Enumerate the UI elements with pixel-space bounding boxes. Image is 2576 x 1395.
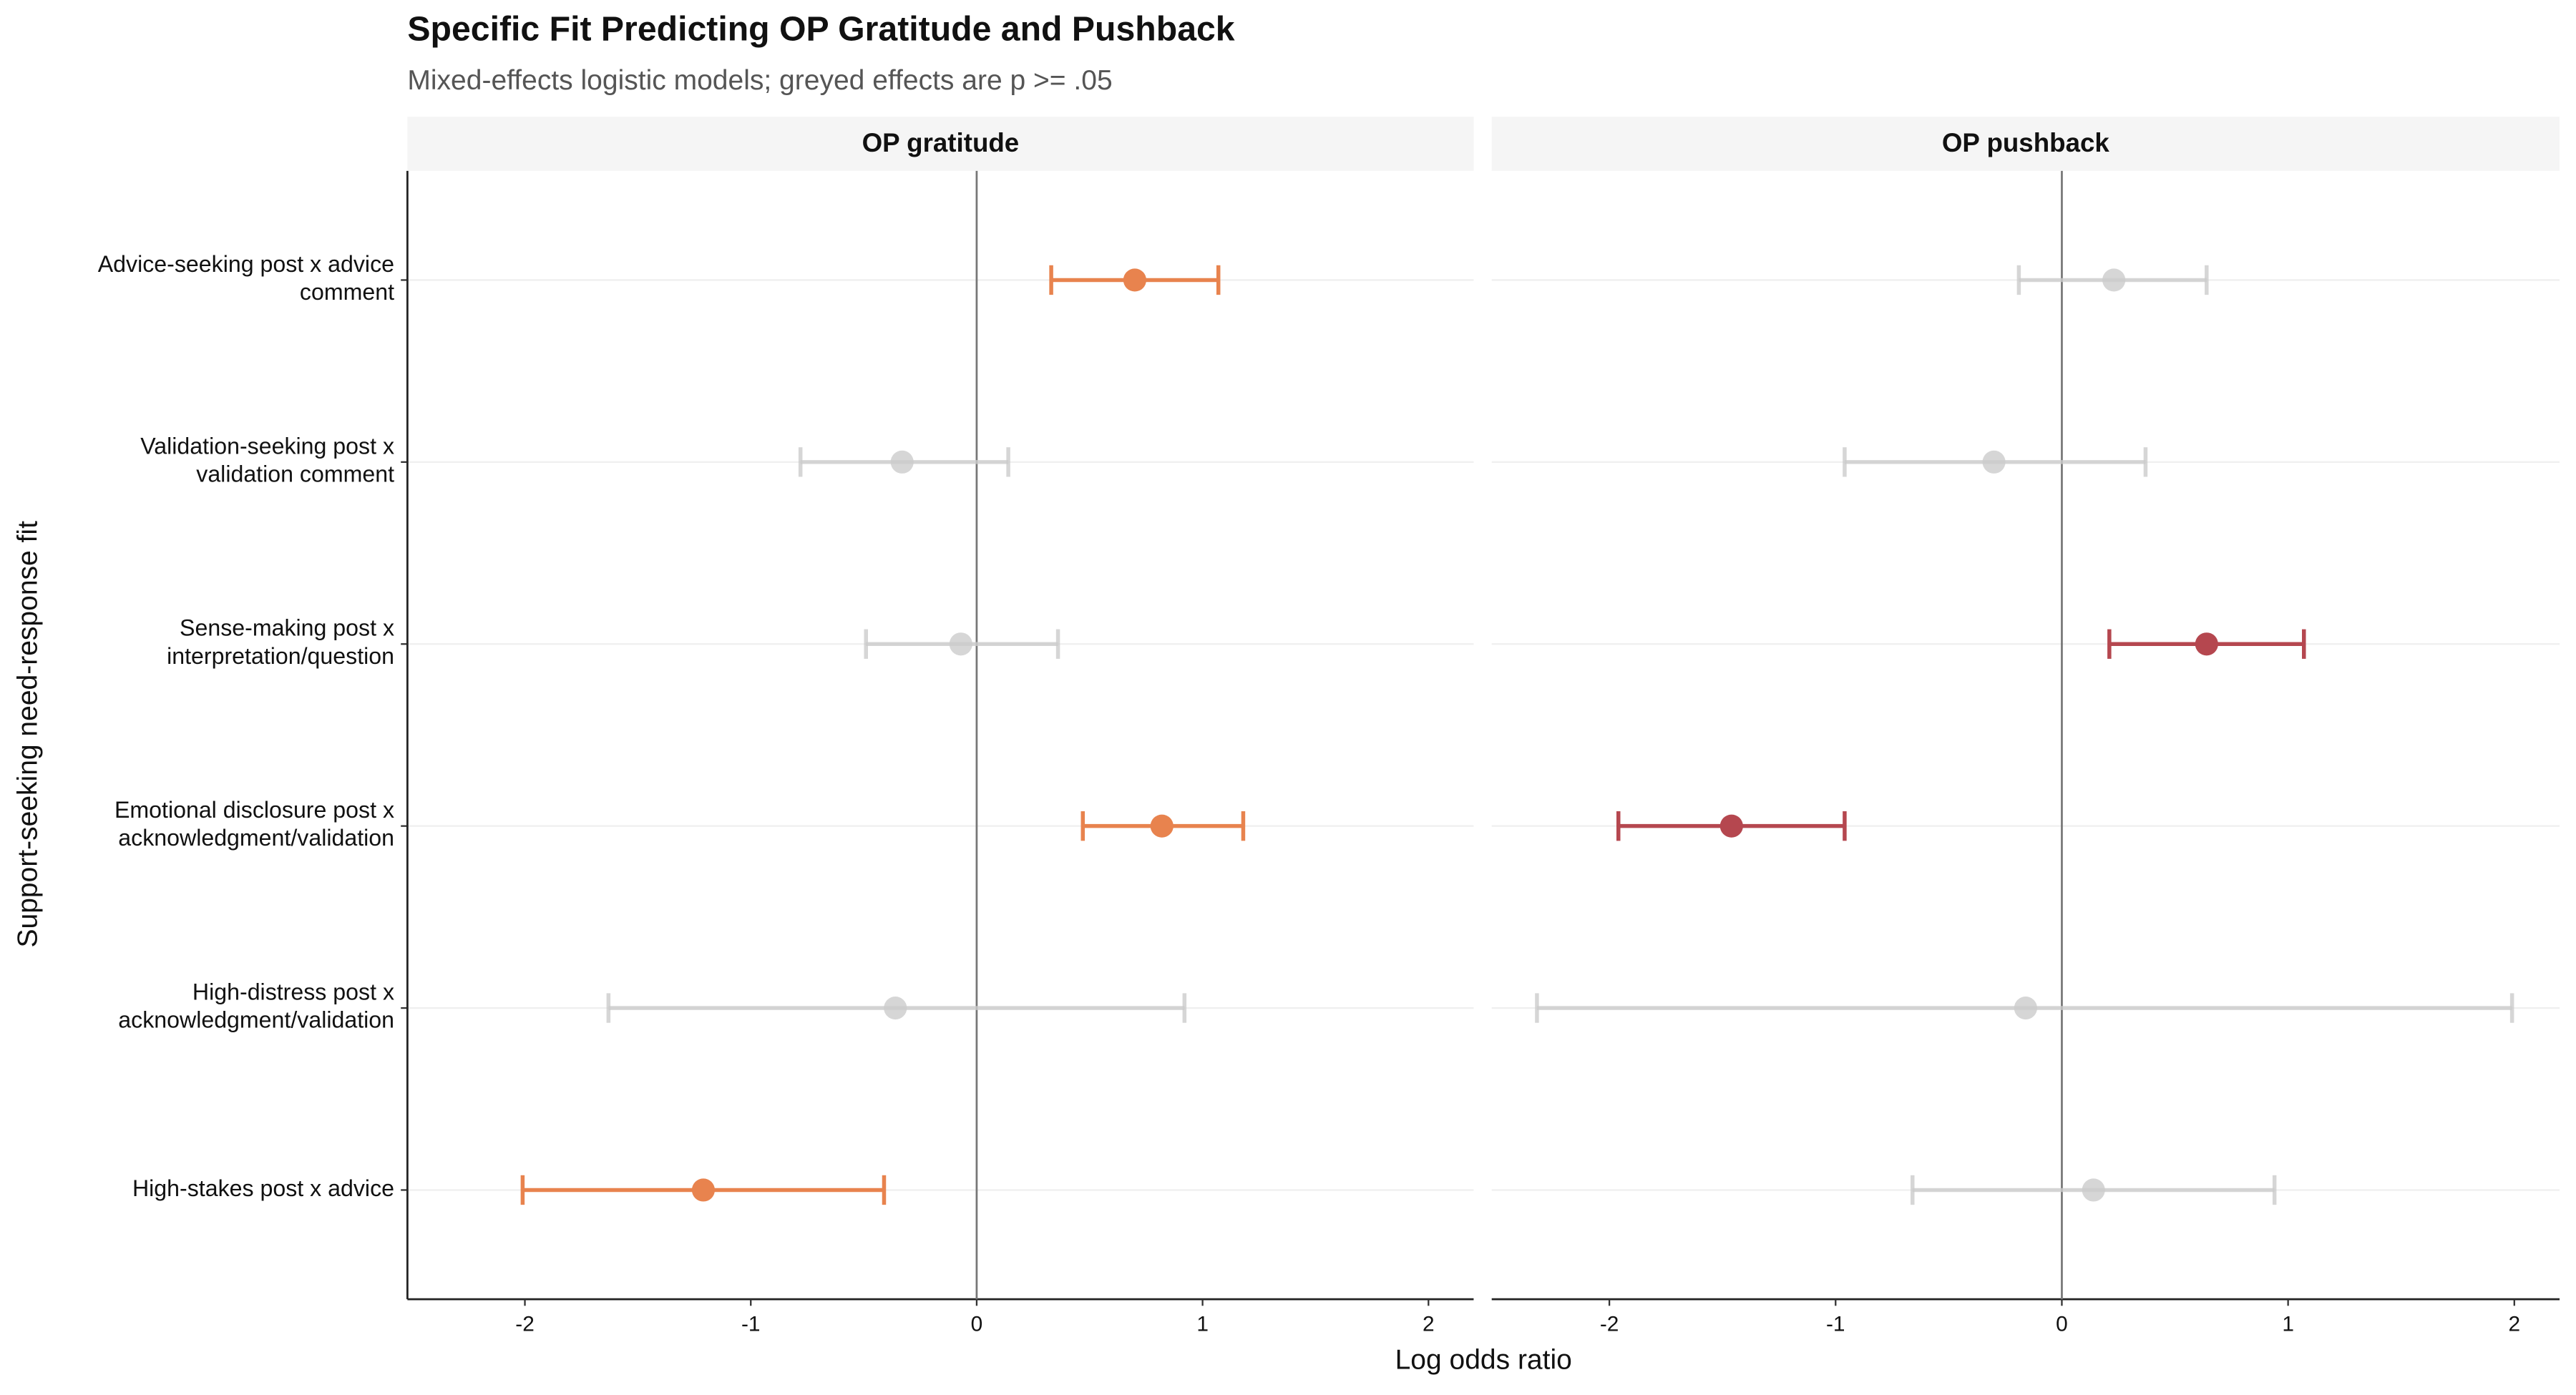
point: [1982, 450, 2006, 474]
point: [691, 1178, 716, 1202]
y-tick-label: Validation-seeking post x validation comm…: [140, 434, 394, 487]
x-tick-label: 2: [2509, 1313, 2521, 1336]
point: [2102, 268, 2126, 292]
point: [890, 450, 914, 474]
x-tick-label: -1: [1826, 1313, 1845, 1336]
x-tick-label: -1: [741, 1313, 761, 1336]
point: [2195, 632, 2218, 656]
y-tick-label: Sense-making post x interpretation/questi…: [167, 615, 394, 669]
x-tick-label: 1: [2282, 1313, 2294, 1336]
chart-title: Specific Fit Predicting OP Gratitude and…: [407, 9, 1234, 48]
point: [2082, 1178, 2105, 1202]
strip: [1491, 117, 2560, 171]
x-axis-label: Log odds ratio: [1395, 1345, 1572, 1376]
point: [949, 632, 972, 656]
x-tick-label: -2: [1600, 1313, 1619, 1336]
x-tick-label: 0: [2056, 1313, 2068, 1336]
x-tick-label: -2: [515, 1313, 535, 1336]
y-tick-label: Emotional disclosure post x acknowledgmen…: [114, 798, 394, 851]
y-tick-label: Advice-seeking post x advice comment: [98, 251, 394, 305]
strip-label: OP pushback: [1942, 128, 2110, 157]
y-axis-label: Support-seeking need-response fit: [13, 521, 44, 948]
strip-label: OP gratitude: [862, 128, 1020, 157]
point: [1150, 814, 1174, 838]
point: [2014, 996, 2037, 1020]
point: [1719, 814, 1743, 838]
y-tick-label: High-distress post x acknowledgment/valid…: [118, 979, 394, 1033]
x-tick-label: 1: [1196, 1313, 1209, 1336]
chart-subtitle: Mixed-effects logistic models; greyed ef…: [407, 65, 1112, 96]
x-tick-label: 2: [1423, 1313, 1435, 1336]
y-tick-label: High-stakes post x advice: [132, 1175, 394, 1201]
point: [1123, 268, 1146, 292]
point: [884, 996, 907, 1020]
strip: [407, 117, 1474, 171]
x-tick-label: 0: [971, 1313, 983, 1336]
